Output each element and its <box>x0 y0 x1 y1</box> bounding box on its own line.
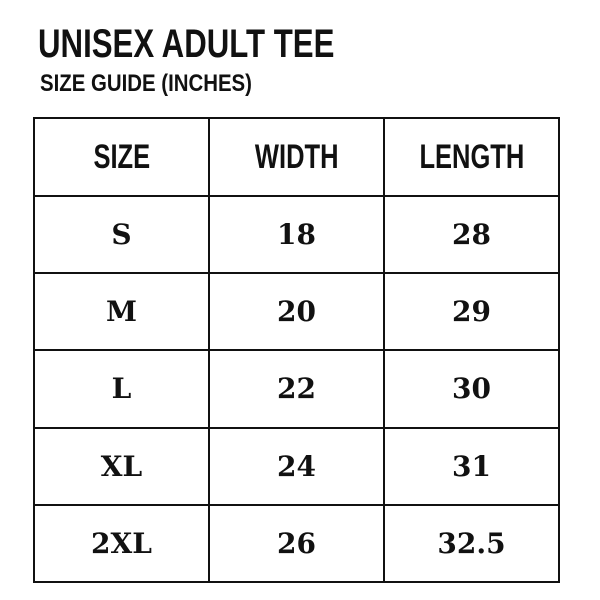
table-row: 2XL 26 32.5 <box>33 503 560 584</box>
cell-width: 26 <box>208 503 385 584</box>
page-subtitle: SIZE GUIDE (INCHES) <box>40 70 252 97</box>
table-header-row: SIZE WIDTH LENGTH <box>33 117 560 197</box>
cell-length: 32.5 <box>383 503 560 584</box>
cell-width: 24 <box>208 426 385 506</box>
cell-size: L <box>33 349 210 429</box>
cell-size: S <box>33 194 210 275</box>
cell-length: 31 <box>383 426 560 506</box>
header-length: LENGTH <box>383 117 560 197</box>
cell-width: 22 <box>208 349 385 429</box>
size-chart-table: SIZE WIDTH LENGTH S 18 28 M 20 29 L 22 3… <box>33 117 560 584</box>
page-title: UNISEX ADULT TEE <box>38 22 335 66</box>
header-size: SIZE <box>33 117 210 197</box>
cell-width: 18 <box>208 194 385 275</box>
cell-size: M <box>33 272 210 352</box>
cell-length: 30 <box>383 349 560 429</box>
header-width: WIDTH <box>208 117 385 197</box>
cell-length: 29 <box>383 272 560 352</box>
cell-width: 20 <box>208 272 385 352</box>
table-row: M 20 29 <box>33 272 560 352</box>
table-row: XL 24 31 <box>33 426 560 506</box>
cell-size: XL <box>33 426 210 506</box>
table-row: S 18 28 <box>33 194 560 275</box>
table-row: L 22 30 <box>33 349 560 429</box>
cell-length: 28 <box>383 194 560 275</box>
cell-size: 2XL <box>33 503 210 584</box>
